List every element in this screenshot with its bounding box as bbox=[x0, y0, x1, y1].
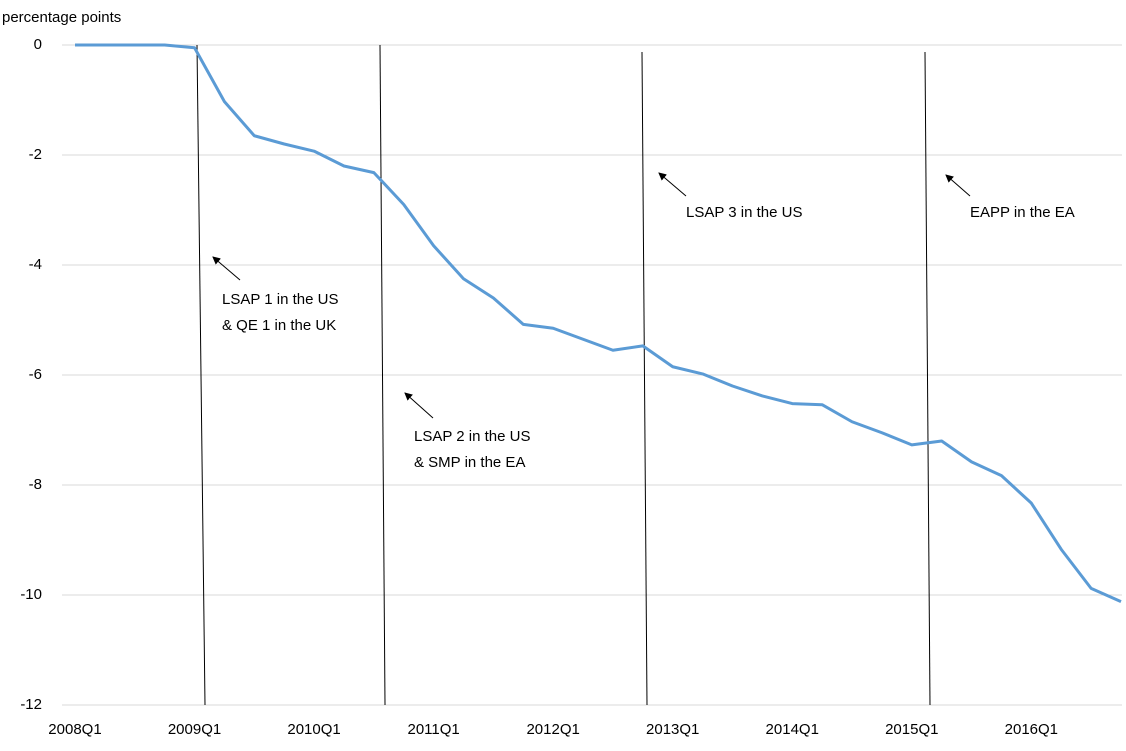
annotation: LSAP 2 in the US bbox=[414, 428, 530, 445]
arrow bbox=[212, 256, 241, 281]
data-line bbox=[75, 43, 1122, 603]
x-tick-label: 2016Q1 bbox=[1005, 721, 1058, 738]
x-tick-label: 2008Q1 bbox=[48, 721, 101, 738]
event-line bbox=[924, 51, 931, 706]
y-tick-label: -8 bbox=[29, 476, 42, 493]
y-tick-label: -10 bbox=[20, 586, 42, 603]
x-tick-label: 2013Q1 bbox=[646, 721, 699, 738]
x-tick-label: 2010Q1 bbox=[287, 721, 340, 738]
annotation: & SMP in the EA bbox=[414, 454, 525, 471]
event-line bbox=[196, 44, 206, 706]
arrow bbox=[945, 174, 971, 197]
annotation: & QE 1 in the UK bbox=[222, 317, 336, 334]
y-axis-label: percentage points bbox=[2, 9, 121, 26]
arrow bbox=[658, 172, 687, 197]
x-tick-label: 2014Q1 bbox=[766, 721, 819, 738]
annotation: EAPP in the EA bbox=[970, 204, 1075, 221]
y-tick-label: -4 bbox=[29, 256, 42, 273]
y-tick-label: -2 bbox=[29, 146, 42, 163]
event-line bbox=[641, 51, 648, 706]
x-tick-label: 2012Q1 bbox=[526, 721, 579, 738]
event-line bbox=[379, 44, 386, 706]
y-tick-label: -12 bbox=[20, 696, 42, 713]
y-tick-label: 0 bbox=[34, 36, 42, 53]
x-tick-label: 2009Q1 bbox=[168, 721, 221, 738]
x-tick-label: 2011Q1 bbox=[407, 721, 459, 738]
annotation: LSAP 3 in the US bbox=[686, 204, 802, 221]
x-tick-label: 2015Q1 bbox=[885, 721, 938, 738]
y-tick-label: -6 bbox=[29, 366, 42, 383]
arrow bbox=[404, 392, 434, 419]
arrows bbox=[212, 172, 971, 419]
annotation: LSAP 1 in the US bbox=[222, 291, 338, 308]
event-lines bbox=[196, 44, 931, 706]
